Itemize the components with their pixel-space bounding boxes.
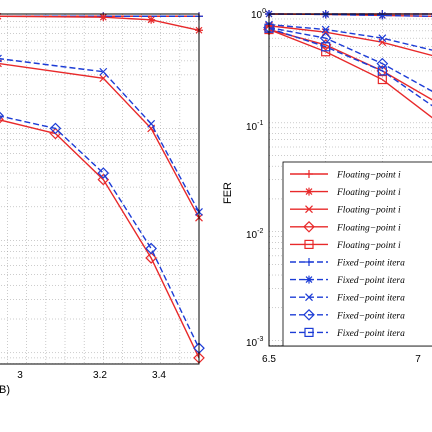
right-ylabel: FER [222, 182, 234, 204]
plus-marker [305, 170, 313, 178]
square-marker [377, 66, 387, 76]
legend-label: Fixed−point itera [336, 276, 405, 286]
left-xtick-label: 3.4 [152, 370, 166, 381]
square-marker [321, 47, 331, 57]
diamond-marker [303, 308, 315, 321]
x-marker [378, 34, 387, 43]
square-marker [321, 42, 331, 52]
diamond-marker [145, 242, 157, 255]
right-xtick-label: 7 [415, 354, 421, 365]
legend-entry: Fixed−point itera [290, 308, 405, 321]
legend-label: Fixed−point itera [336, 311, 405, 321]
diamond-marker [145, 252, 157, 264]
plus-marker [305, 258, 313, 266]
right-panel: 100 10-1 10-2 10-3 FER 6.5 7 Floating−po… [222, 8, 432, 365]
x-marker [147, 119, 156, 128]
series-path [268, 26, 432, 92]
legend-label: Floating−point i [336, 223, 401, 233]
left-xtick-label: 3.2 [93, 370, 107, 381]
series-path [0, 119, 200, 359]
star-marker [378, 11, 387, 20]
square-marker [304, 327, 314, 337]
diamond-marker [376, 57, 389, 70]
x-marker [0, 54, 2, 63]
left-panel: 3 3.2 3.4 B) [0, 12, 205, 396]
right-ytick-label: 10-1 [246, 120, 263, 133]
series-path [268, 28, 432, 101]
right-series [263, 10, 432, 119]
series-line [0, 59, 203, 222]
series-path [0, 58, 200, 213]
legend-entry: Fixed−point itera [290, 258, 405, 269]
series-path [0, 115, 200, 349]
left-xtick-label: 3 [17, 370, 23, 381]
series-line [0, 54, 203, 216]
legend: Floating−point i Floating−point i Floating… [282, 161, 432, 347]
legend-label: Floating−point i [336, 241, 401, 251]
legend-entry: Floating−point i [290, 170, 401, 181]
star-marker [99, 13, 108, 22]
star-marker [305, 187, 313, 196]
star-marker [147, 15, 156, 24]
legend-label: Floating−point i [336, 188, 401, 198]
series-path [0, 62, 200, 219]
series-path [268, 28, 432, 119]
legend-label: Floating−point i [336, 171, 401, 181]
series-line [264, 24, 432, 119]
legend-label: Fixed−point itera [336, 329, 405, 339]
series-line [0, 111, 205, 354]
legend-entry: Floating−point i [290, 239, 401, 251]
series-path [268, 25, 432, 57]
right-ytick-label: 10-2 [246, 228, 263, 241]
legend-entry: Floating−point i [290, 220, 401, 233]
right-xtick-label: 6.5 [262, 354, 276, 365]
left-xlabel: B) [0, 384, 10, 396]
series-path [268, 27, 432, 107]
series-path [268, 23, 432, 51]
x-marker [99, 74, 108, 83]
legend-entry: Floating−point i [290, 205, 401, 216]
series-line [0, 115, 205, 364]
diamond-marker [303, 220, 315, 233]
diamond-marker [49, 122, 62, 135]
legend-label: Floating−point i [336, 206, 401, 216]
legend-entry: Fixed−point itera [290, 327, 405, 339]
star-marker [0, 12, 2, 20]
right-ytick-label: 10-3 [246, 336, 263, 349]
legend-entry: Floating−point i [290, 187, 401, 198]
diamond-marker [0, 111, 4, 120]
star-marker [305, 275, 313, 284]
legend-label: Fixed−point itera [336, 294, 405, 304]
legend-entry: Fixed−point itera [290, 275, 405, 286]
x-marker [99, 67, 108, 76]
diamond-marker [97, 167, 110, 179]
x-marker [321, 25, 330, 34]
legend-entry: Fixed−point itera [290, 293, 405, 304]
square-marker [377, 74, 387, 85]
left-grid [0, 14, 200, 364]
left-series [0, 12, 205, 364]
series-path [0, 15, 200, 31]
x-marker [305, 205, 313, 214]
square-marker [304, 239, 314, 249]
x-marker [305, 293, 313, 302]
legend-label: Fixed−point itera [336, 259, 405, 269]
right-ytick-label: 100 [251, 8, 266, 21]
left-axes-frame [0, 13, 200, 365]
